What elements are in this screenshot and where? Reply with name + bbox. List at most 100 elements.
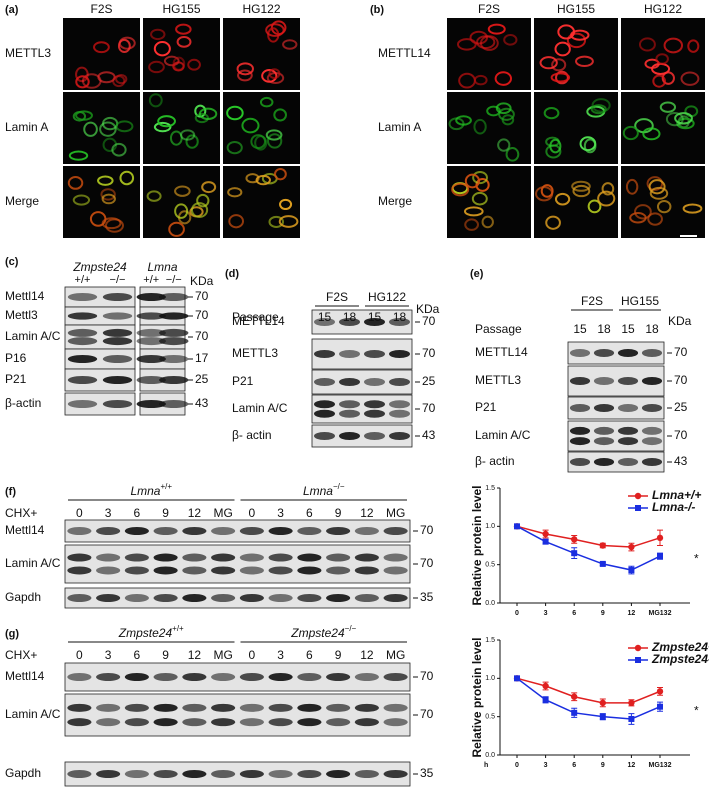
unit-label: KDa [190,274,214,288]
row-label: Gapdh [5,590,41,604]
y-tick-label: 1.5 [485,485,495,492]
data-point [542,530,549,538]
lane-label: 3 [105,648,112,662]
blot-band [593,437,615,446]
blot-band [326,673,351,681]
row-label: P21 [5,372,27,386]
cell-nucleus [543,106,560,120]
cell-nucleus [642,127,661,141]
blot-band [297,718,322,727]
cell-nucleus [539,56,558,70]
cell-nucleus [682,203,703,214]
lane-label: MG [213,648,232,662]
cell-nucleus [228,214,245,229]
data-point [571,693,578,700]
size-marker: 70 [195,308,209,322]
lane-label: −/− [110,274,126,286]
lane-label: 0 [249,506,256,520]
blot-band [641,426,663,435]
cell-nucleus [487,23,506,35]
lane-label: +/+ [75,274,91,286]
blot-band [182,566,207,575]
micrograph [534,18,618,90]
cell-nucleus [265,129,283,141]
cell-nucleus [550,72,571,83]
cell-nucleus [591,98,611,113]
panel-label: (c) [5,256,19,268]
genotype-group: Lmna [147,260,177,274]
blot-band [268,703,293,712]
blot-band [159,376,189,384]
cell-nucleus [473,118,487,135]
size-marker: 43 [422,428,436,442]
data-point [599,713,606,720]
row-label: Lamin A/C [5,556,61,570]
blot-band [339,409,360,418]
series-line [516,525,661,548]
blot-band [211,566,236,575]
blot-band [96,527,121,535]
blot-band [159,293,189,301]
blot-frame [311,394,413,424]
panel-label: (g) [5,628,19,640]
blot-band [268,566,293,575]
size-marker: 70 [422,401,436,415]
blot-band [339,432,360,440]
micrograph [534,92,618,164]
blot-band [593,426,615,435]
blot-band [383,594,408,602]
cell-nucleus [267,133,283,149]
panel-label: (a) [5,4,19,16]
lane-label: 15 [621,322,635,336]
cell-nucleus [674,112,693,125]
blot-band [314,400,335,409]
blot-band [239,718,264,727]
blot-band [641,437,663,446]
blot-band [339,350,360,358]
blot-band [383,703,408,712]
cell-nucleus [148,60,165,74]
y-tick-label: 0.5 [485,562,495,569]
legend-marker [634,492,642,500]
cell-nucleus [648,179,666,195]
cell-nucleus [241,117,260,134]
blot-band [593,404,615,412]
blot-band [153,703,178,712]
significance-mark: * [694,704,699,718]
blot-band [67,337,98,346]
lane-label: 9 [162,648,169,662]
blot-band [389,409,410,418]
blot-band [339,318,360,326]
blot-band [314,409,335,418]
cell-nucleus [198,107,218,121]
cell-group: HG122 [368,290,406,304]
blot-band [389,350,410,358]
row-label: Lamin A/C [5,329,61,343]
blot-band [268,770,293,778]
blot-band [124,703,149,712]
cell-group: F2S [326,290,348,304]
blot-band [67,703,92,712]
blot-band [354,673,379,681]
gene-name: Zmpste24 [118,626,173,640]
x-tick-label: 0 [515,762,519,769]
cell-nucleus [226,140,243,155]
blot-band [383,566,408,575]
cell-nucleus [176,35,192,48]
blot-frame [567,341,665,365]
blot-band [124,553,149,562]
column-header: HG122 [644,2,682,16]
cell-nucleus [67,176,84,190]
blot-band [124,527,149,535]
size-marker: 70 [422,346,436,360]
blot-band [153,566,178,575]
blot-band [641,377,663,385]
cell-nucleus [625,178,639,195]
cell-nucleus [486,105,501,117]
lane-label: 6 [134,648,141,662]
x-tick-label: 12 [628,762,636,769]
cell-nucleus [497,138,511,152]
cell-nucleus [112,75,126,88]
legend-marker [634,644,642,652]
blot-band [239,553,264,562]
